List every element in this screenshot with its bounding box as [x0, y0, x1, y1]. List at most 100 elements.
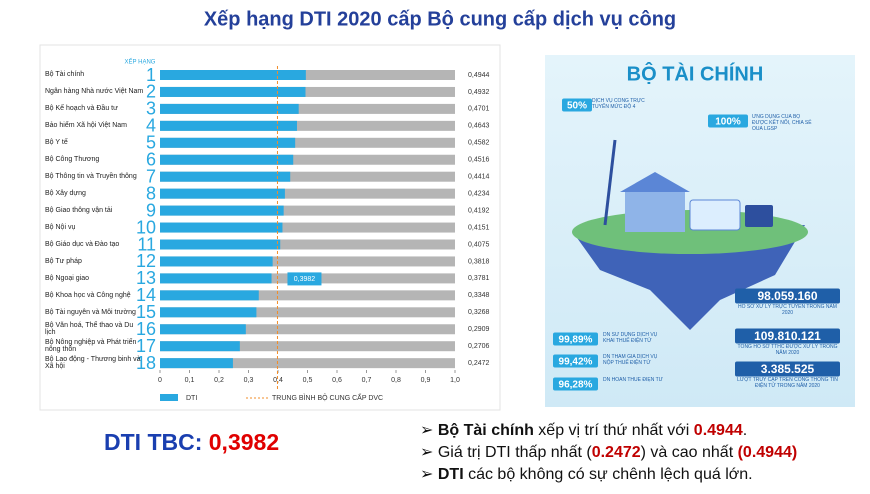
bar [160, 273, 272, 284]
rank: 5 [146, 133, 156, 153]
bar [160, 307, 257, 318]
value-label: 0,2706 [468, 343, 490, 350]
category-label: Bộ Tài chính [45, 71, 85, 79]
category-label: Bộ Tài nguyên và Môi trường [45, 308, 136, 316]
bullet-part: DTI [438, 466, 464, 483]
average-label: 0,3982 [294, 276, 316, 283]
category-label: Bộ Nội vụ [45, 223, 76, 231]
stat-desc-wrap: HỒ SƠ XỬ LÝ TRỰC TUYẾN TRONG NĂM 2020 [738, 304, 837, 316]
bar-track [160, 358, 455, 369]
category-label: Bộ Thông tin và Truyền thông [45, 172, 137, 180]
bar-track [160, 205, 455, 216]
slide-title: Xếp hạng DTI 2020 cấp Bộ cung cấp dịch v… [204, 8, 676, 30]
stat-desc: DN HOÀN THUẾ ĐIỆN TỬ [603, 377, 663, 383]
category-wrap: Bộ Nông nghiệp và Phát triển nông thôn [45, 338, 137, 354]
bullet-part: . [743, 422, 747, 439]
value-label: 0,3818 [468, 258, 490, 265]
category-label: Bộ Nông nghiệp và Phát triển nông thôn [45, 338, 137, 354]
value-label: 0,2909 [468, 326, 490, 333]
category-label: Bộ Lao động - Thương binh và Xã hội [45, 355, 141, 371]
x-tick-label: 0,5 [303, 377, 313, 384]
bar [160, 256, 273, 267]
value-label: 0,4932 [468, 89, 490, 96]
category-wrap: Bảo hiểm Xã hội Việt Nam [45, 122, 127, 129]
infographic-title: BỘ TÀI CHÍNH [627, 61, 764, 85]
category-label: Bộ Khoa học và Công nghệ [45, 291, 131, 299]
rank: 18 [136, 353, 156, 373]
stat-value: 100% [715, 117, 741, 128]
value-label: 0,4234 [468, 190, 490, 197]
value-label: 0,3268 [468, 309, 490, 316]
bar [160, 70, 306, 80]
x-tick-label: 1,0 [450, 377, 460, 384]
stat-desc: DỊCH VỤ CÔNG TRỰC TUYẾN MỨC ĐỘ 4 [592, 98, 645, 110]
bar [160, 154, 294, 165]
rank: 14 [136, 285, 156, 305]
value-label: 0,4582 [468, 140, 490, 147]
stat-box [562, 98, 592, 112]
x-tick-label: 0,4 [273, 377, 283, 384]
category-wrap: Bộ Xây dựng [45, 189, 86, 197]
category-wrap: Bộ Tài chính [45, 71, 85, 79]
stat-desc: LƯỢT TRUY CẬP TRÊN CỔNG THÔNG TIN ĐIỆN T… [737, 377, 838, 389]
stat-value: 99,42% [559, 357, 593, 368]
value-label: 0,4192 [468, 207, 490, 214]
bullet: ➢ Bộ Tài chính xếp vị trí thứ nhất với 0… [420, 422, 747, 439]
category-label: Bộ Y tế [45, 139, 68, 147]
rank: 17 [136, 336, 156, 356]
bar [160, 120, 297, 131]
x-tick-label: 0,2 [214, 377, 224, 384]
bar [160, 358, 233, 369]
stat-desc: DN SỬ DỤNG DỊCH VỤ KHAI THUẾ ĐIỆN TỬ [603, 332, 658, 344]
category-wrap: Bộ Nội vụ [45, 223, 76, 231]
x-tick-label: 0,7 [362, 377, 372, 384]
average-badge [287, 272, 322, 286]
bar [160, 222, 283, 233]
rank: 2 [146, 82, 156, 102]
tbc: DTI TBC: 0,3982 [104, 429, 279, 455]
legend-label: TRUNG BÌNH BỘ CUNG CẤP DVC [272, 392, 383, 402]
bar [160, 137, 296, 148]
bar [160, 341, 240, 352]
stat-box [735, 328, 840, 344]
stat-desc-wrap: DỊCH VỤ CÔNG TRỰC TUYẾN MỨC ĐỘ 4 [592, 98, 645, 110]
bar-track [160, 239, 455, 250]
x-tick-label: 0,8 [391, 377, 401, 384]
bar [160, 188, 285, 199]
bar-track [160, 120, 455, 131]
stat-desc: TỔNG HỒ SƠ TTHC ĐƯỢC XỬ LÝ TRONG NĂM 202… [737, 344, 838, 356]
stat-desc-wrap: TỔNG HỒ SƠ TTHC ĐƯỢC XỬ LÝ TRONG NĂM 202… [737, 344, 838, 356]
bar-track [160, 222, 455, 233]
category-label: Bộ Tư pháp [45, 257, 82, 265]
stat-value: 109.810.121 [754, 329, 821, 343]
category-wrap: Bộ Lao động - Thương binh và Xã hội [45, 355, 141, 371]
stat-desc-wrap: DN THAM GIA DỊCH VỤ NỘP THUẾ ĐIỆN TỬ [603, 354, 657, 366]
bullet: ➢ Giá trị DTI thấp nhất (0.2472) và cao … [420, 444, 797, 461]
category-wrap: Bộ Tài nguyên và Môi trường [45, 308, 136, 316]
stat-value: 3.385.525 [761, 362, 815, 376]
bar-track [160, 341, 455, 352]
rank-header: XẾP HẠNG [125, 59, 156, 66]
category-label: Bộ Công Thương [45, 156, 100, 163]
category-label: Ngân hàng Nhà nước Việt Nam [45, 88, 144, 96]
category-wrap: Bộ Kế hoạch và Đầu tư [45, 105, 118, 112]
bar [160, 205, 284, 216]
rank: 10 [136, 217, 156, 237]
bar [160, 324, 246, 335]
bar-track [160, 290, 455, 301]
category-wrap: Bộ Thông tin và Truyền thông [45, 172, 137, 180]
category-wrap: Bộ Y tế [45, 139, 68, 147]
stat-box [708, 114, 748, 128]
rank: 7 [146, 166, 156, 186]
category-label: Bộ Xây dựng [45, 189, 86, 197]
bullet-part: (0.4944) [738, 444, 798, 461]
rank: 8 [146, 183, 156, 203]
value-label: 0,4643 [468, 123, 490, 130]
bullet-part: Bộ Tài chính [438, 422, 534, 439]
rank: 1 [146, 65, 156, 85]
category-wrap: Bộ Tư pháp [45, 257, 82, 265]
bullet-part: ) và cao nhất [641, 444, 738, 461]
bullet-part: các bộ không có sự chênh lệch quá lớn. [464, 466, 753, 483]
